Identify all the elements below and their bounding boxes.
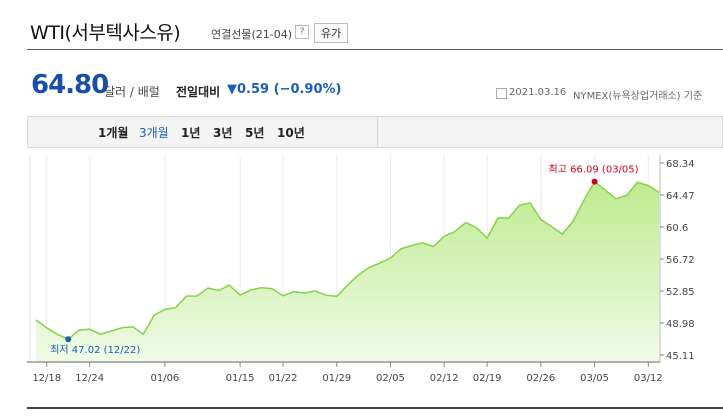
change-pct: (−0.90%) xyxy=(273,82,342,97)
y-tick-label: 64.47 xyxy=(666,191,695,202)
change: ▼0.59 (−0.90%) xyxy=(227,82,342,97)
tab[interactable]: 3개월 xyxy=(139,126,169,140)
help-icon[interactable]: ? xyxy=(295,25,309,39)
category-button[interactable]: 유가 xyxy=(314,23,349,43)
price-unit: 달러 / 배럴 xyxy=(104,85,160,99)
tab[interactable]: 3년 xyxy=(213,126,233,140)
x-tick-label: 03/12 xyxy=(634,373,663,384)
y-tick-label: 45.11 xyxy=(666,351,695,362)
x-tick-label: 01/06 xyxy=(150,373,179,384)
y-tick-label: 52.85 xyxy=(666,287,695,298)
change-label: 전일대비 xyxy=(176,85,221,99)
y-tick-label: 48.98 xyxy=(666,319,695,330)
x-tick-label: 02/05 xyxy=(376,373,405,384)
annotation: 최저 47.02 (12/22) xyxy=(50,344,140,356)
annotation: 최고 66.09 (03/05) xyxy=(549,164,639,176)
calendar-icon xyxy=(496,88,507,99)
x-tick-label: 02/19 xyxy=(473,373,502,384)
x-tick-label: 02/26 xyxy=(526,373,555,384)
tab[interactable]: 5년 xyxy=(245,126,265,140)
contract: 연결선물(21-04) xyxy=(211,28,293,41)
x-tick-label: 03/05 xyxy=(580,373,609,384)
tab[interactable]: 10년 xyxy=(277,126,305,140)
change-value: 0.59 xyxy=(237,82,270,97)
line xyxy=(35,180,660,341)
change-arrow: ▼ xyxy=(227,82,237,97)
title: WTI(서부텍사스유) xyxy=(30,22,181,44)
y-tick-label: 60.6 xyxy=(666,223,688,234)
x-tick-label: 12/24 xyxy=(75,373,104,384)
tab-bar: 1개월 3개월 1년 3년 5년 10년 xyxy=(27,116,723,148)
y-tick-label: 56.72 xyxy=(666,255,695,266)
divider xyxy=(27,49,723,50)
x-tick-label: 01/22 xyxy=(269,373,298,384)
extreme-dot xyxy=(65,336,72,343)
x-tick-label: 02/12 xyxy=(430,373,459,384)
x-tick-label: 01/15 xyxy=(226,373,255,384)
price: 64.80 xyxy=(31,70,109,100)
x-tick-label: 12/18 xyxy=(32,373,61,384)
x-tick-label: 01/29 xyxy=(322,373,351,384)
area xyxy=(36,181,659,362)
y-tick-label: 68.34 xyxy=(666,159,695,170)
quote-source: NYMEX(뉴욕상업거래소) 기준 xyxy=(573,91,703,102)
tab-divider xyxy=(377,117,378,147)
tab[interactable]: 1년 xyxy=(181,126,201,140)
extreme-dot xyxy=(591,178,598,185)
quote-date: 2021.03.16 xyxy=(509,87,567,98)
tab[interactable]: 1개월 xyxy=(98,126,129,140)
